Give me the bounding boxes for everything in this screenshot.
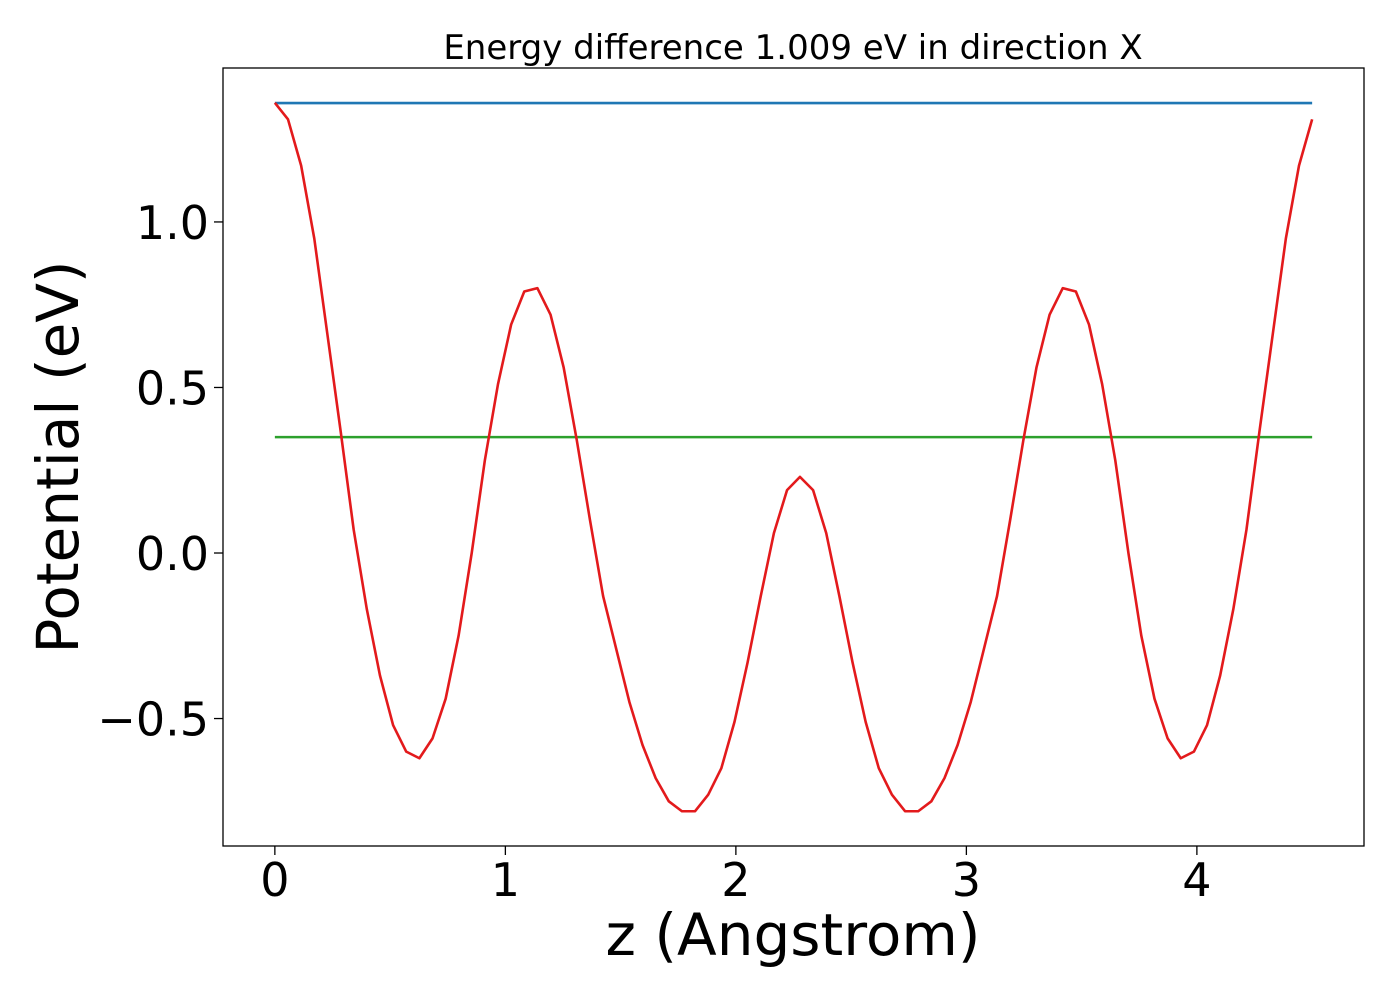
y-axis-label: Potential (eV) <box>24 260 92 653</box>
x-tick-label: 1 <box>491 853 520 907</box>
y-tick-label: 0.0 <box>136 527 209 581</box>
x-tick-label: 4 <box>1182 853 1211 907</box>
y-tick-label: 0.5 <box>136 361 209 415</box>
y-tick-label: 1.0 <box>136 196 209 250</box>
x-tick-label: 2 <box>721 853 750 907</box>
plot-frame <box>222 67 1365 847</box>
series-line <box>273 101 1314 813</box>
chart-title: Energy difference 1.009 eV in direction … <box>443 28 1142 68</box>
x-axis-label: z (Angstrom) <box>606 901 981 969</box>
x-tick-label: 3 <box>952 853 981 907</box>
x-tick-label: 0 <box>260 853 289 907</box>
y-tick-label: −0.5 <box>97 693 209 747</box>
